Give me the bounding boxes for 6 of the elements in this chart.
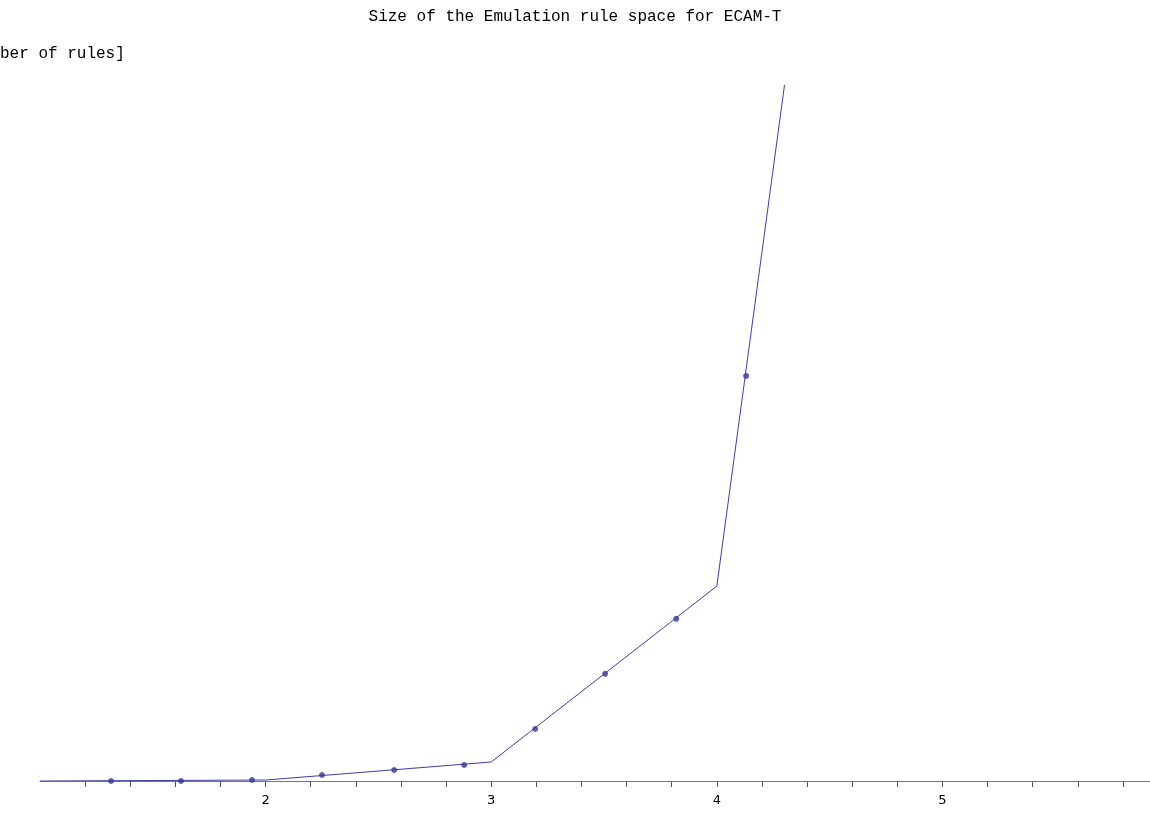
chart-title: Size of the Emulation rule space for ECAM-T	[368, 8, 782, 26]
x-tick-label: 4	[712, 792, 721, 807]
x-tick-label: 2	[261, 792, 270, 807]
x-tick-label: 5	[938, 792, 947, 807]
y-axis-title: ber of rules]	[0, 45, 125, 63]
x-tick-label: 3	[487, 792, 496, 807]
